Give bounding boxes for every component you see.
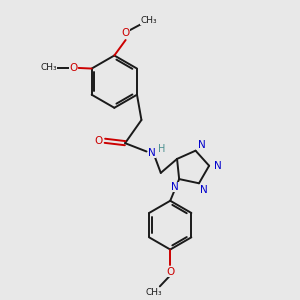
Text: O: O xyxy=(166,266,174,277)
Text: O: O xyxy=(95,136,103,146)
Text: N: N xyxy=(171,182,178,191)
Text: H: H xyxy=(158,143,165,154)
Text: N: N xyxy=(148,148,156,158)
Text: O: O xyxy=(122,28,130,38)
Text: N: N xyxy=(214,161,221,171)
Text: CH₃: CH₃ xyxy=(140,16,157,25)
Text: O: O xyxy=(69,63,77,73)
Text: CH₃: CH₃ xyxy=(146,288,162,297)
Text: N: N xyxy=(198,140,206,150)
Text: CH₃: CH₃ xyxy=(40,64,57,73)
Text: N: N xyxy=(200,185,208,195)
